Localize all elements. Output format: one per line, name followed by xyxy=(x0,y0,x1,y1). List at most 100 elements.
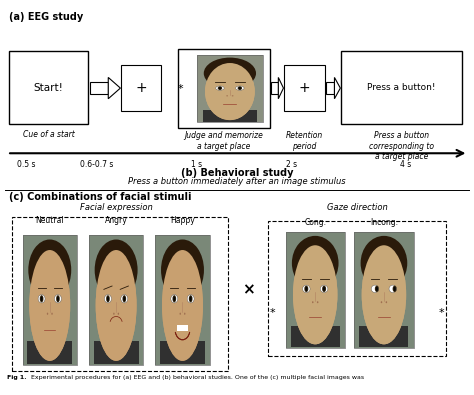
FancyBboxPatch shape xyxy=(178,49,270,128)
Text: Start!: Start! xyxy=(34,83,64,93)
Ellipse shape xyxy=(323,287,325,291)
Ellipse shape xyxy=(236,86,244,90)
FancyBboxPatch shape xyxy=(359,326,409,347)
Text: Judge and memorize
a target place: Judge and memorize a target place xyxy=(184,131,263,150)
Text: Press a button!: Press a button! xyxy=(367,83,436,92)
Ellipse shape xyxy=(184,312,185,315)
Ellipse shape xyxy=(123,296,125,301)
Ellipse shape xyxy=(238,87,241,89)
Ellipse shape xyxy=(302,285,310,293)
Ellipse shape xyxy=(205,63,255,120)
Ellipse shape xyxy=(386,301,387,303)
FancyBboxPatch shape xyxy=(268,221,446,356)
Ellipse shape xyxy=(173,295,176,302)
Polygon shape xyxy=(108,77,120,99)
Text: +: + xyxy=(135,81,147,95)
Ellipse shape xyxy=(226,95,228,96)
Ellipse shape xyxy=(162,250,203,361)
Text: 1 s: 1 s xyxy=(191,160,202,169)
FancyBboxPatch shape xyxy=(378,327,390,339)
Ellipse shape xyxy=(107,296,109,301)
Ellipse shape xyxy=(312,301,313,303)
Ellipse shape xyxy=(121,295,128,303)
FancyBboxPatch shape xyxy=(326,82,335,94)
FancyBboxPatch shape xyxy=(89,235,143,365)
Text: 4 s: 4 s xyxy=(400,160,411,169)
Ellipse shape xyxy=(204,58,256,89)
Ellipse shape xyxy=(161,239,204,301)
Text: Happy: Happy xyxy=(170,216,195,225)
Text: Retention
period: Retention period xyxy=(286,131,323,150)
Ellipse shape xyxy=(375,286,379,292)
Ellipse shape xyxy=(389,285,397,293)
Ellipse shape xyxy=(381,301,382,303)
Ellipse shape xyxy=(304,286,308,292)
Text: Cong.: Cong. xyxy=(304,218,326,227)
Ellipse shape xyxy=(322,286,326,292)
Ellipse shape xyxy=(40,295,44,302)
Ellipse shape xyxy=(47,312,48,315)
Ellipse shape xyxy=(122,295,126,302)
FancyBboxPatch shape xyxy=(22,235,77,365)
Ellipse shape xyxy=(317,301,319,303)
Ellipse shape xyxy=(376,287,378,291)
Ellipse shape xyxy=(205,63,255,120)
FancyBboxPatch shape xyxy=(271,82,278,94)
Ellipse shape xyxy=(190,296,191,301)
Ellipse shape xyxy=(96,250,137,361)
Polygon shape xyxy=(335,77,340,99)
Text: Experimental procedures for (a) EEG and (b) behavioral studies. One of the (c) m: Experimental procedures for (a) EEG and … xyxy=(31,375,364,380)
FancyBboxPatch shape xyxy=(177,325,188,331)
Ellipse shape xyxy=(392,286,397,292)
FancyBboxPatch shape xyxy=(160,340,205,364)
FancyBboxPatch shape xyxy=(94,340,138,364)
Text: *: * xyxy=(439,308,445,318)
Ellipse shape xyxy=(28,239,71,301)
Ellipse shape xyxy=(29,250,70,361)
FancyBboxPatch shape xyxy=(291,326,340,347)
Ellipse shape xyxy=(162,250,203,361)
Ellipse shape xyxy=(173,296,175,301)
Ellipse shape xyxy=(118,312,119,315)
Text: Facial expression: Facial expression xyxy=(80,203,153,212)
FancyBboxPatch shape xyxy=(27,340,72,364)
Ellipse shape xyxy=(106,295,110,302)
FancyBboxPatch shape xyxy=(155,235,210,365)
Ellipse shape xyxy=(393,287,396,291)
Ellipse shape xyxy=(51,312,53,315)
Text: 2 s: 2 s xyxy=(286,160,297,169)
Ellipse shape xyxy=(113,312,115,315)
Text: Fig 1.: Fig 1. xyxy=(7,375,27,380)
Ellipse shape xyxy=(55,295,62,303)
Ellipse shape xyxy=(362,245,406,344)
FancyBboxPatch shape xyxy=(121,65,161,111)
FancyBboxPatch shape xyxy=(9,51,88,124)
Text: 0.5 s: 0.5 s xyxy=(17,160,36,169)
Ellipse shape xyxy=(362,245,406,344)
FancyBboxPatch shape xyxy=(341,51,462,124)
Polygon shape xyxy=(278,77,283,99)
FancyBboxPatch shape xyxy=(354,232,413,348)
Text: (c) Combinations of facial stimuli: (c) Combinations of facial stimuli xyxy=(9,192,192,201)
Ellipse shape xyxy=(320,285,328,293)
Ellipse shape xyxy=(41,296,43,301)
Text: Neutral: Neutral xyxy=(36,216,64,225)
Text: Press a button
corresponding to
a target place: Press a button corresponding to a target… xyxy=(369,131,435,161)
FancyBboxPatch shape xyxy=(309,327,321,339)
Text: 0.6-0.7 s: 0.6-0.7 s xyxy=(81,160,114,169)
Text: Press a button immediately after an image stimulus: Press a button immediately after an imag… xyxy=(128,177,346,186)
FancyBboxPatch shape xyxy=(110,342,122,355)
Ellipse shape xyxy=(180,312,181,315)
Ellipse shape xyxy=(96,250,137,361)
Ellipse shape xyxy=(95,239,137,301)
Text: *: * xyxy=(270,308,275,318)
FancyBboxPatch shape xyxy=(202,110,257,122)
Ellipse shape xyxy=(361,236,407,290)
Ellipse shape xyxy=(293,245,337,344)
FancyBboxPatch shape xyxy=(44,342,55,355)
Ellipse shape xyxy=(38,295,45,303)
Ellipse shape xyxy=(232,95,234,96)
FancyBboxPatch shape xyxy=(197,55,263,122)
FancyBboxPatch shape xyxy=(284,65,325,111)
Ellipse shape xyxy=(104,295,111,303)
